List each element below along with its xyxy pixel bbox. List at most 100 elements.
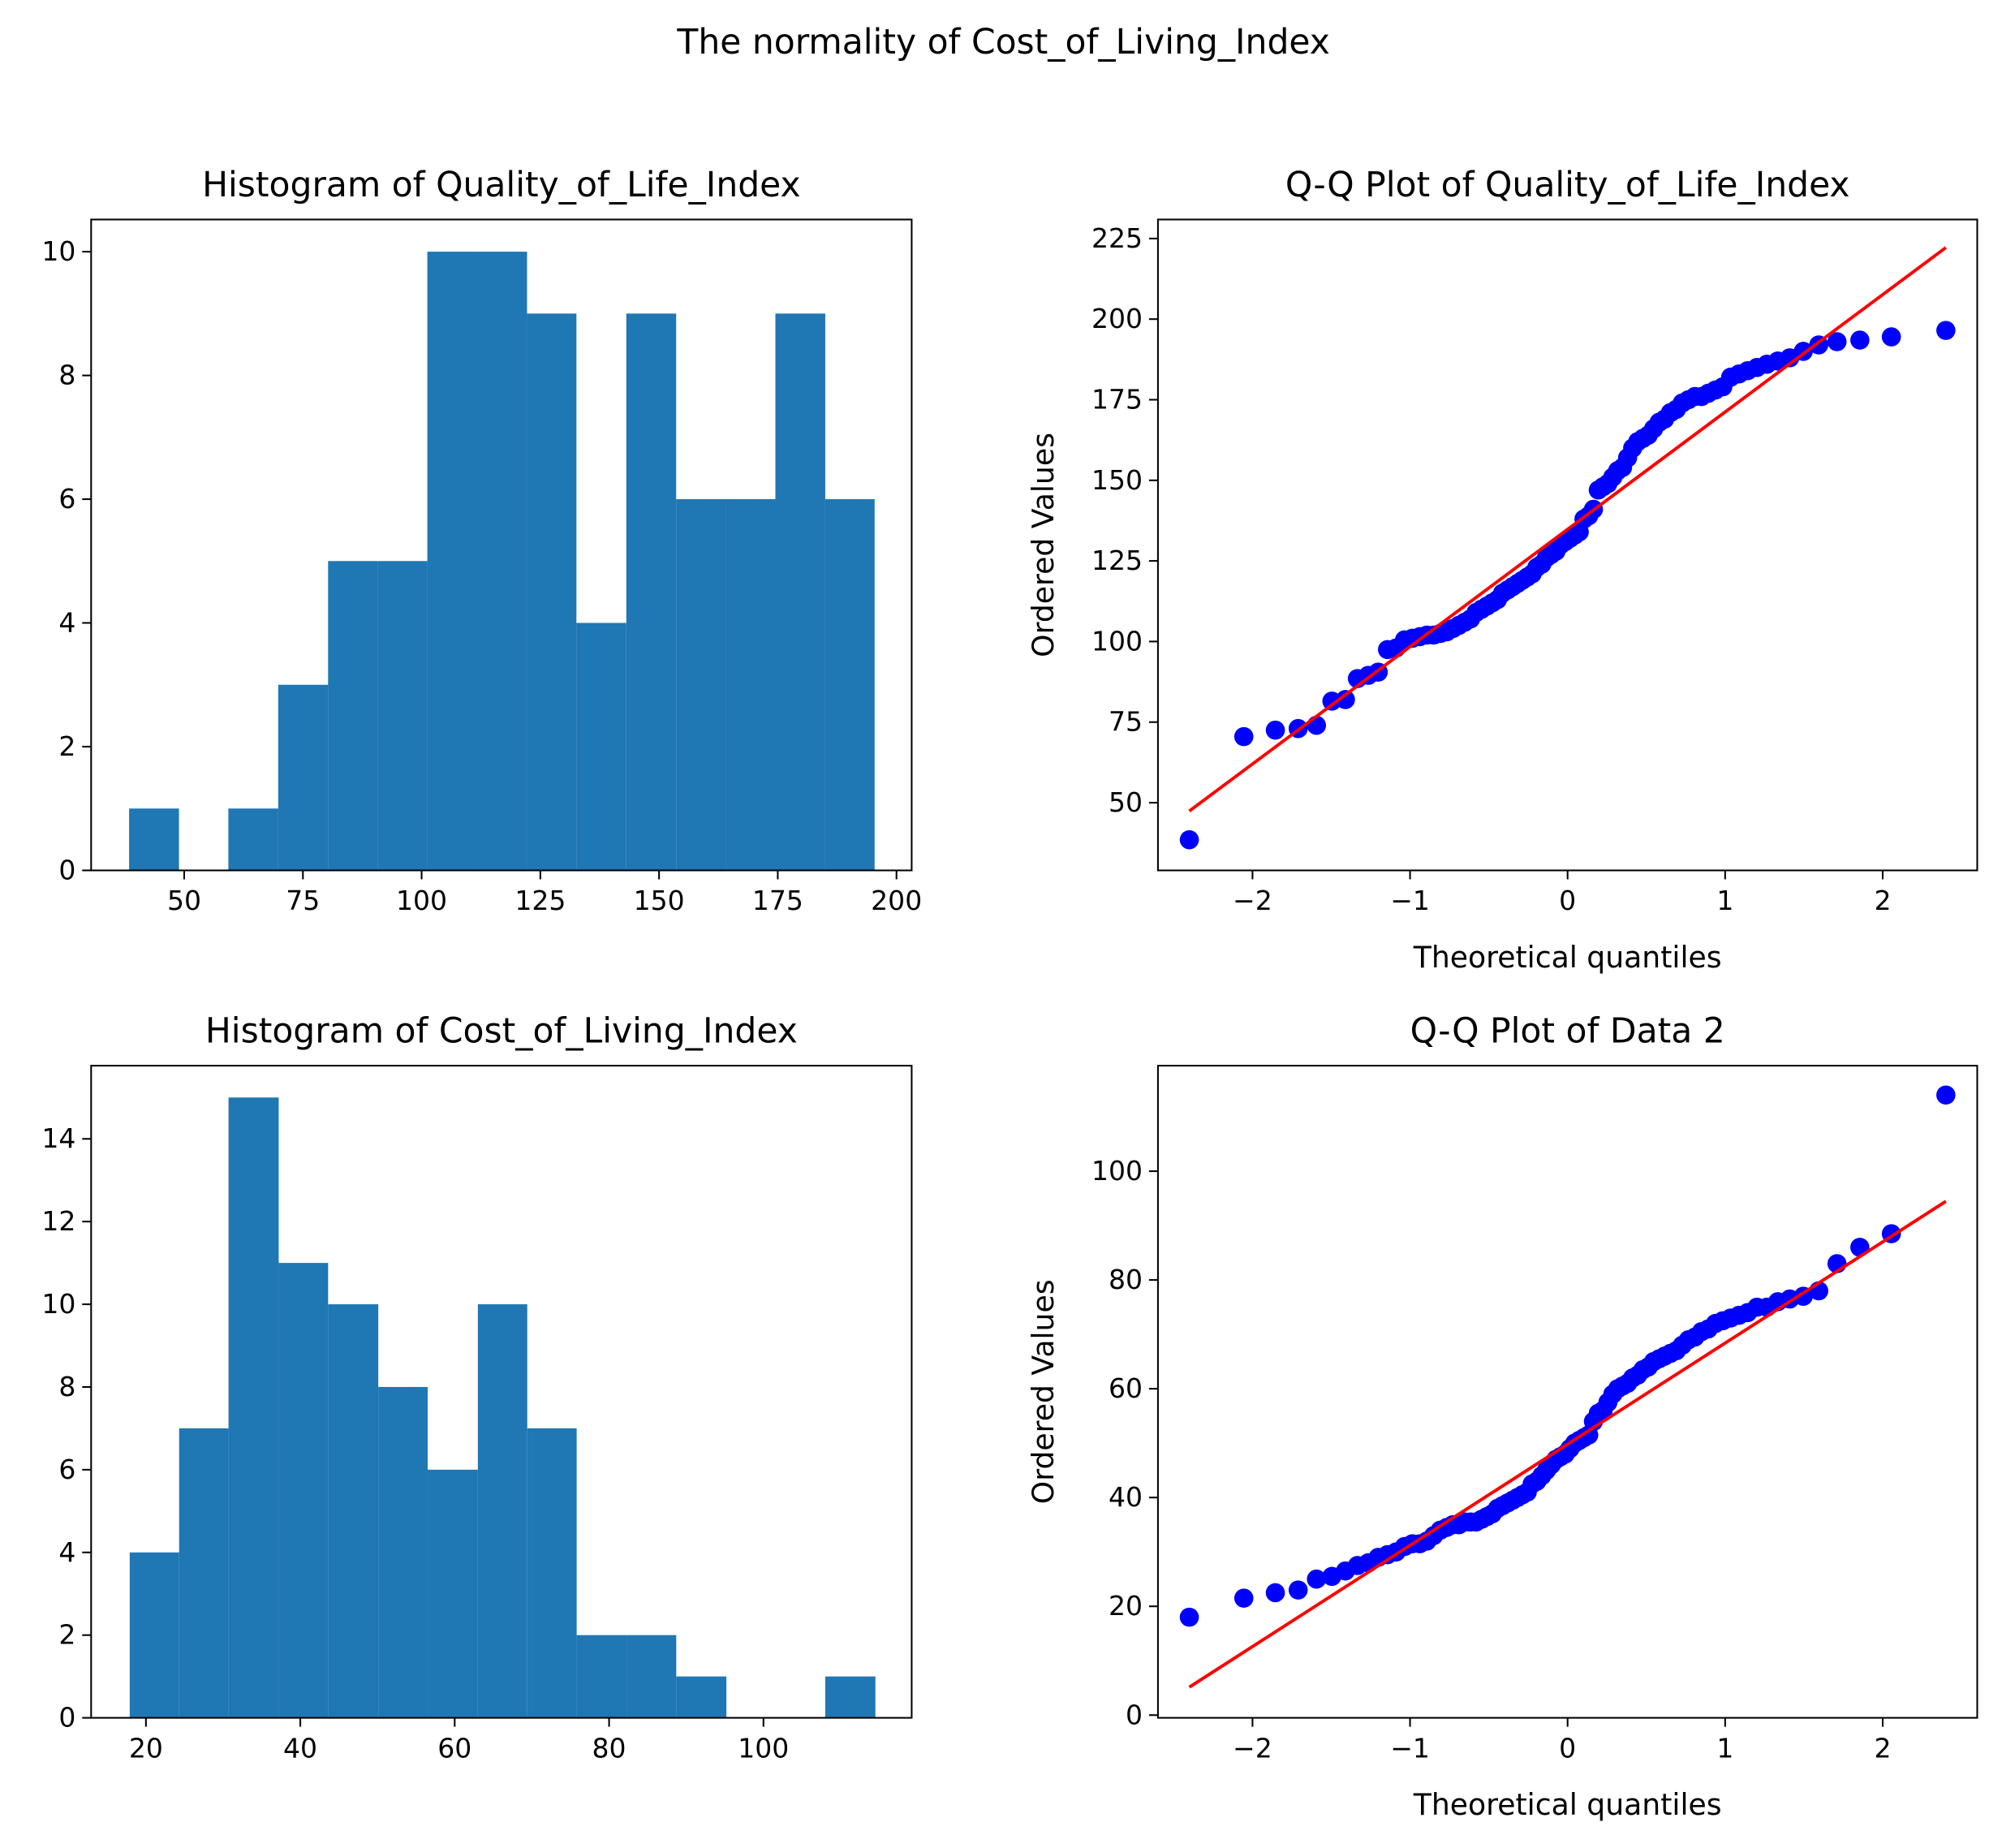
y-axis-label: Ordered Values xyxy=(1026,433,1061,657)
y-tick-label: 20 xyxy=(1109,1590,1143,1622)
x-tick-label: 0 xyxy=(1559,1732,1576,1764)
qq-point xyxy=(1179,1607,1199,1627)
fit-line xyxy=(1188,246,1948,812)
histogram-bar xyxy=(676,499,726,871)
y-tick-label: 4 xyxy=(58,607,75,639)
x-axis-label: Theoretical quantiles xyxy=(1413,1787,1722,1822)
y-tick-label: 200 xyxy=(1091,303,1143,334)
qq-point xyxy=(1936,1085,1956,1105)
histogram-bar xyxy=(278,684,329,871)
histogram-bar xyxy=(428,1469,478,1718)
x-tick-label: 200 xyxy=(871,885,922,916)
qq-point xyxy=(1233,726,1254,747)
axes-title: Histogram of Cost_of_Living_Index xyxy=(205,1012,798,1052)
x-tick-label: −2 xyxy=(1233,885,1272,916)
y-tick-label: 100 xyxy=(1091,625,1143,657)
axes-title: Q-Q Plot of Quality_of_Life_Index xyxy=(1285,166,1850,205)
histogram-bar xyxy=(278,1263,329,1718)
histogram-bar xyxy=(527,1428,577,1718)
y-tick-label: 125 xyxy=(1091,545,1143,576)
histogram-bar xyxy=(328,1304,379,1718)
y-tick-label: 100 xyxy=(1091,1155,1143,1187)
qq-point xyxy=(1265,720,1285,740)
x-tick-label: 80 xyxy=(592,1732,626,1764)
y-tick-label: 10 xyxy=(41,1288,75,1320)
x-axis-label: Theoretical quantiles xyxy=(1413,940,1722,975)
x-tick-label: 125 xyxy=(514,885,566,916)
qq-point xyxy=(1288,1580,1308,1600)
histogram-bar xyxy=(228,1097,279,1718)
x-tick-label: −1 xyxy=(1390,1732,1430,1764)
histogram-bar xyxy=(328,561,378,871)
x-tick-label: −1 xyxy=(1390,885,1430,916)
histogram-bar xyxy=(179,1428,229,1718)
qq-point xyxy=(1233,1588,1254,1608)
y-tick-label: 50 xyxy=(1109,786,1143,818)
x-tick-label: 50 xyxy=(167,885,201,916)
histogram-bar xyxy=(527,313,577,871)
x-tick-label: 2 xyxy=(1874,1732,1891,1764)
histogram-bar xyxy=(228,808,278,871)
y-tick-label: 2 xyxy=(58,1619,75,1651)
axes-frame xyxy=(90,1065,913,1719)
x-tick-label: 150 xyxy=(634,885,685,916)
y-tick-label: 225 xyxy=(1091,222,1143,254)
x-tick-label: −2 xyxy=(1233,1732,1272,1764)
y-tick-label: 8 xyxy=(58,360,75,391)
histogram-bar xyxy=(427,252,478,871)
histogram-bar xyxy=(378,1386,428,1718)
histogram-bar xyxy=(576,1635,627,1718)
y-tick-label: 60 xyxy=(1109,1372,1143,1404)
histogram-bar xyxy=(824,1676,876,1718)
axes-frame xyxy=(90,218,913,872)
y-tick-label: 6 xyxy=(58,1454,75,1485)
y-tick-label: 0 xyxy=(1126,1699,1143,1730)
x-tick-label: 175 xyxy=(752,885,803,916)
x-tick-label: 1 xyxy=(1716,1732,1733,1764)
x-tick-label: 2 xyxy=(1874,885,1891,916)
histogram-bar xyxy=(725,499,776,871)
y-tick-label: 150 xyxy=(1091,464,1143,496)
y-tick-label: 6 xyxy=(58,483,75,515)
x-tick-label: 60 xyxy=(437,1732,471,1764)
qq-point xyxy=(1850,330,1870,350)
x-tick-label: 20 xyxy=(129,1732,163,1764)
qq-point xyxy=(1307,715,1327,735)
qq-point xyxy=(1265,1583,1285,1603)
x-tick-label: 40 xyxy=(283,1732,317,1764)
y-tick-label: 2 xyxy=(58,730,75,762)
x-tick-label: 100 xyxy=(396,885,447,916)
histogram-bar xyxy=(626,313,677,871)
histogram-bar xyxy=(676,1676,727,1718)
x-tick-label: 75 xyxy=(286,885,320,916)
y-tick-label: 14 xyxy=(41,1122,75,1154)
qq-point xyxy=(1307,1569,1327,1589)
qq-point xyxy=(1336,690,1355,709)
y-tick-label: 80 xyxy=(1109,1264,1143,1295)
histogram-bar xyxy=(129,1552,179,1718)
y-tick-label: 8 xyxy=(58,1371,75,1402)
y-tick-label: 175 xyxy=(1091,384,1143,416)
y-tick-label: 40 xyxy=(1109,1481,1143,1513)
histogram-bar xyxy=(129,808,179,871)
histogram-bar xyxy=(477,1304,527,1718)
y-tick-label: 4 xyxy=(58,1536,75,1568)
y-tick-label: 75 xyxy=(1109,706,1143,738)
qq-point xyxy=(1881,327,1901,347)
qq-point xyxy=(1827,332,1847,351)
x-tick-label: 0 xyxy=(1559,885,1576,916)
histogram-bar xyxy=(626,1635,677,1718)
histogram-bar xyxy=(477,252,527,871)
y-tick-label: 0 xyxy=(58,1702,75,1734)
histogram-bar xyxy=(824,499,875,871)
y-tick-label: 10 xyxy=(41,235,75,267)
y-tick-label: 0 xyxy=(58,854,75,885)
y-tick-label: 12 xyxy=(41,1205,75,1237)
axes-title: Q-Q Plot of Data 2 xyxy=(1410,1012,1725,1052)
figure-title: The normality of Cost_of_Living_Index xyxy=(676,23,1329,62)
fit-line xyxy=(1188,1200,1947,1689)
histogram-bar xyxy=(775,313,825,871)
y-axis-label: Ordered Values xyxy=(1026,1279,1061,1504)
axes-title: Histogram of Quality_of_Life_Index xyxy=(202,166,801,205)
x-tick-label: 1 xyxy=(1716,885,1733,916)
